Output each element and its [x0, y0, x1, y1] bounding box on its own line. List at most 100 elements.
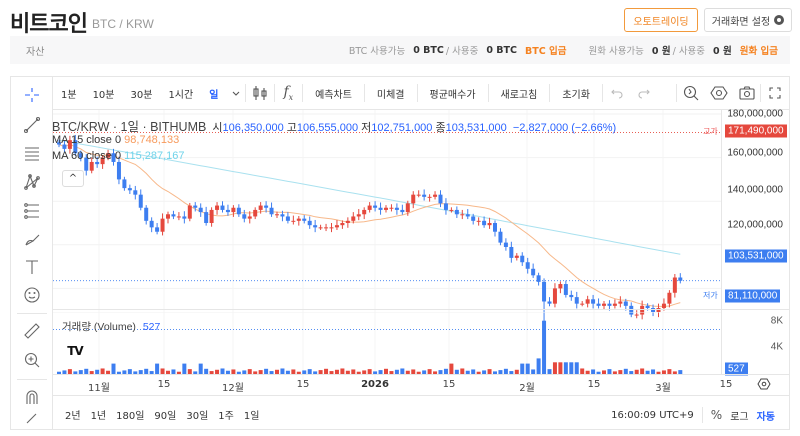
interval-2[interactable]: 30분	[130, 89, 153, 101]
auto-trading-button[interactable]: 오토트레이딩	[624, 8, 698, 32]
open-label: 시	[212, 122, 223, 134]
toolbar-button-3[interactable]: 새로고침	[500, 89, 538, 101]
zoom-tool[interactable]	[20, 348, 44, 372]
close-value: 103,531,000	[445, 122, 507, 134]
chevron-down-icon	[232, 91, 240, 96]
range-6[interactable]: 1일	[243, 411, 260, 422]
toolbar-button-2[interactable]: 평균매수가	[429, 89, 476, 101]
magnet-icon	[26, 390, 38, 404]
change-value: −2,827,000 (−2.66%)	[512, 122, 617, 134]
clock-time: 16:00:09 UTC+9	[611, 409, 694, 421]
btc-available-label: BTC 사용가능	[348, 46, 406, 57]
pair-label: BTC / KRW	[92, 17, 154, 31]
axis-settings-button[interactable]	[757, 377, 771, 394]
interval-4[interactable]: 일	[209, 89, 219, 101]
high-price-badge: 171,490,000	[725, 124, 787, 138]
redo-icon	[638, 89, 651, 99]
interval-1[interactable]: 10분	[92, 89, 115, 101]
measure-tool[interactable]	[20, 319, 44, 343]
redo-button[interactable]	[631, 77, 659, 109]
btc-in-use-value: 0 BTC	[486, 44, 517, 56]
legend-collapse-button[interactable]: ^	[62, 170, 84, 187]
ma60-label[interactable]: MA 60 close 0	[52, 150, 122, 162]
high-marker-label: 고가	[703, 127, 718, 136]
range-4[interactable]: 30일	[186, 411, 209, 422]
quick-search-button[interactable]	[677, 77, 705, 109]
range-2[interactable]: 180일	[116, 411, 145, 422]
chart-settings-button[interactable]	[705, 77, 733, 109]
camera-icon	[738, 86, 755, 100]
vol-tick: 4K	[770, 341, 783, 353]
pattern-icon	[24, 174, 40, 190]
magnet-tool[interactable]	[20, 385, 44, 409]
range-3[interactable]: 90일	[154, 411, 177, 422]
undo-icon	[610, 89, 623, 99]
krw-available-label: 원화 사용가능	[588, 46, 644, 57]
x-tick: 15	[157, 379, 171, 390]
emoji-tool[interactable]	[20, 283, 44, 307]
lock-tool[interactable]	[20, 411, 44, 425]
chart-type-button[interactable]	[246, 77, 274, 109]
krw-deposit-link[interactable]: 원화 입금	[739, 46, 778, 57]
symbol-title[interactable]: BTC/KRW · 1일 · BITHUMB	[52, 120, 207, 134]
header: 비트코인 BTC / KRW 오토트레이딩 거래화면 설정	[10, 6, 792, 37]
interval-dropdown[interactable]	[226, 77, 244, 109]
ruler-icon	[24, 323, 40, 339]
text-tool[interactable]	[20, 255, 44, 279]
x-tick: 3월	[655, 383, 671, 394]
btc-deposit-link[interactable]: BTC 입금	[524, 46, 567, 57]
volume-chart[interactable]	[53, 312, 721, 374]
brush-tool[interactable]	[20, 228, 44, 252]
tradingview-logo[interactable]: TV	[62, 340, 88, 362]
indicators-button[interactable]: fx	[274, 77, 302, 109]
price-chart[interactable]	[53, 110, 721, 380]
x-tick: 15	[296, 379, 310, 390]
chart-container: 1분 10분 30분 1시간 일 fx 예측차트 미체결 평균매수가 새로고침 초기화 180,…	[10, 76, 790, 430]
undo-button[interactable]	[603, 77, 631, 109]
range-0[interactable]: 2년	[65, 411, 81, 422]
channel-tool[interactable]	[20, 141, 44, 165]
crosshair-tool[interactable]	[20, 83, 44, 107]
btc-available-value: 0 BTC	[413, 44, 444, 56]
fib-tool[interactable]	[20, 199, 44, 223]
btc-in-use-label: / 사용중	[445, 46, 479, 57]
range-5[interactable]: 1주	[218, 411, 234, 422]
high-value: 106,555,000	[296, 122, 359, 134]
interval-0[interactable]: 1분	[61, 89, 77, 101]
y-tick: 120,000,000	[727, 219, 783, 231]
pattern-tool[interactable]	[20, 170, 44, 194]
toolbar-button-1[interactable]: 미체결	[376, 89, 405, 101]
low-price-badge: 81,110,000	[725, 289, 781, 303]
open-value: 106,350,000	[222, 122, 284, 134]
parallel-lines-icon	[25, 147, 39, 161]
x-tick: 15	[442, 379, 456, 390]
low-label: 저	[361, 122, 372, 134]
interval-3[interactable]: 1시간	[168, 89, 194, 101]
y-tick: 180,000,000	[727, 108, 783, 120]
pane-divider[interactable]	[53, 309, 789, 310]
toolbar-button-0[interactable]: 예측차트	[315, 89, 352, 101]
toolbar-button-4[interactable]: 초기화	[562, 89, 590, 101]
search-chart-icon	[684, 85, 699, 101]
vol-tick: 8K	[770, 315, 783, 327]
x-tick: 11월	[88, 383, 110, 394]
range-1[interactable]: 1년	[90, 411, 107, 422]
volume-legend: 거래량 (Volume) 527	[62, 319, 160, 334]
hexagon-settings-icon	[710, 86, 728, 100]
high-label: 고	[286, 122, 297, 134]
ma15-value: 98,748,133	[124, 134, 180, 146]
auto-scale-toggle[interactable]: 자동	[756, 411, 775, 423]
screenshot-button[interactable]	[733, 77, 761, 109]
ma15-label[interactable]: MA 15 close 0	[52, 134, 122, 146]
trade-settings-button[interactable]: 거래화면 설정	[704, 8, 792, 32]
time-axis[interactable]: 11월 15 12월 15 2026 15 2월 15 3월 15	[53, 374, 789, 394]
fullscreen-button[interactable]	[761, 77, 789, 109]
krw-in-use-label: / 사용중	[672, 46, 706, 57]
price-axis[interactable]: 180,000,000 160,000,000 140,000,000 120,…	[721, 108, 789, 376]
chart-legend: BTC/KRW · 1일 · BITHUMB 시106,350,000 고106…	[52, 116, 616, 166]
trendline-tool[interactable]	[20, 113, 44, 137]
percent-scale-toggle[interactable]: %	[710, 408, 723, 422]
log-scale-toggle[interactable]: 로그	[730, 411, 749, 423]
text-icon	[26, 260, 38, 274]
fx-icon: fx	[283, 84, 294, 102]
